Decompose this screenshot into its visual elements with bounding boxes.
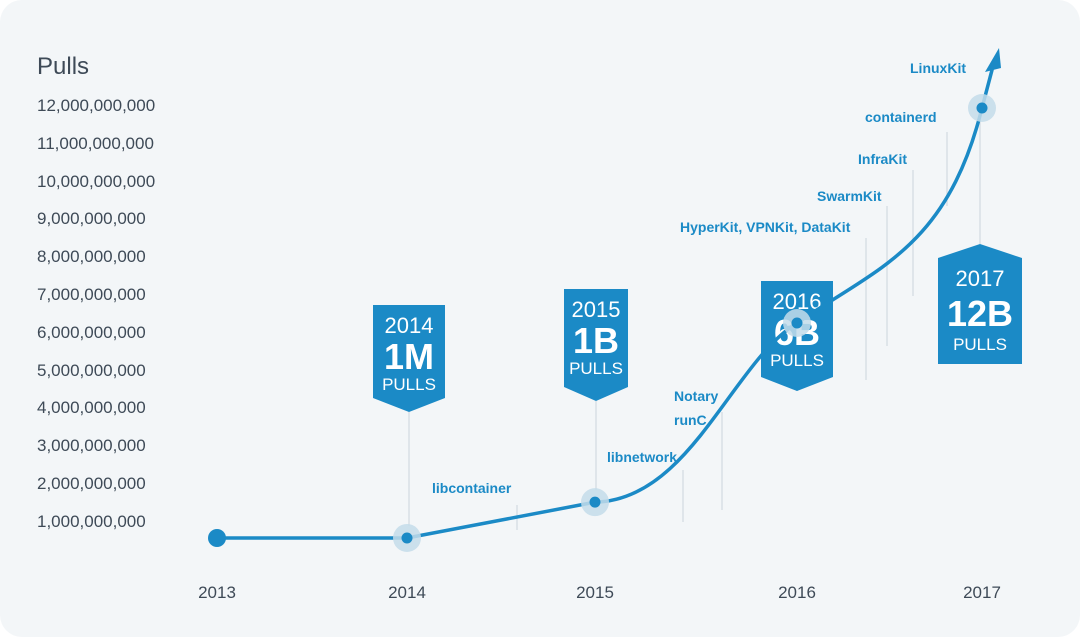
data-point [589, 496, 601, 508]
milestone-banners: 20141MPULLS20151BPULLS20166BPULLS201712B… [373, 120, 1022, 526]
annotation-runc: runC [674, 412, 707, 428]
annotation-hyperkit-vpnkit-datakit: HyperKit, VPNKit, DataKit [680, 219, 851, 235]
annotation-libnetwork: libnetwork [607, 449, 677, 465]
banner-year: 2015 [572, 297, 621, 322]
x-tick-label: 2017 [963, 583, 1001, 602]
banner-unit: PULLS [953, 335, 1007, 354]
banner-shape [373, 305, 445, 412]
growth-arrowhead [985, 48, 1001, 72]
banner-value: 12B [947, 293, 1013, 334]
annotation-labels: libcontainer libnetwork runC Notary HyperKit… [432, 60, 966, 496]
annotation-infrakit: InfraKit [858, 151, 907, 167]
annotation-leaders [516, 132, 948, 530]
banner-unit: PULLS [569, 359, 623, 378]
y-tick-label: 4,000,000,000 [37, 398, 146, 417]
y-tick-label: 7,000,000,000 [37, 285, 146, 304]
banner-shape [938, 244, 1022, 364]
data-point [976, 102, 988, 114]
x-tick-label: 2013 [198, 583, 236, 602]
banner-unit: PULLS [770, 351, 824, 370]
annotation-linuxkit: LinuxKit [910, 60, 966, 76]
y-tick-label: 9,000,000,000 [37, 209, 146, 228]
y-axis-title: Pulls [37, 53, 89, 80]
y-tick-label: 6,000,000,000 [37, 323, 146, 342]
banner-year: 2014 [385, 313, 434, 338]
y-tick-labels: 1,000,000,000 2,000,000,000 3,000,000,000 4… [37, 96, 155, 531]
banner-value: 1B [573, 320, 619, 361]
x-tick-label: 2016 [778, 583, 816, 602]
y-tick-label: 10,000,000,000 [37, 172, 155, 191]
annotation-libcontainer: libcontainer [432, 480, 512, 496]
annotation-containerd: containerd [865, 109, 937, 125]
data-point [401, 532, 413, 544]
annotation-notary: Notary [674, 388, 719, 404]
y-tick-label: 1,000,000,000 [37, 512, 146, 531]
y-tick-label: 5,000,000,000 [37, 361, 146, 380]
y-tick-label: 3,000,000,000 [37, 436, 146, 455]
data-point-start [208, 529, 226, 547]
banner-shape [564, 289, 628, 401]
milestone-points [208, 94, 996, 552]
data-point [791, 317, 803, 329]
banner-value: 1M [384, 336, 434, 377]
banner-unit: PULLS [382, 375, 436, 394]
y-tick-label: 2,000,000,000 [37, 474, 146, 493]
x-tick-labels: 2013 2014 2015 2016 2017 [198, 583, 1001, 602]
y-tick-label: 11,000,000,000 [37, 134, 154, 153]
x-tick-label: 2015 [576, 583, 614, 602]
y-tick-label: 8,000,000,000 [37, 247, 146, 266]
banner-year: 2017 [956, 266, 1005, 291]
y-tick-label: 12,000,000,000 [37, 96, 155, 115]
x-tick-label: 2014 [388, 583, 426, 602]
annotation-swarmkit: SwarmKit [817, 188, 882, 204]
